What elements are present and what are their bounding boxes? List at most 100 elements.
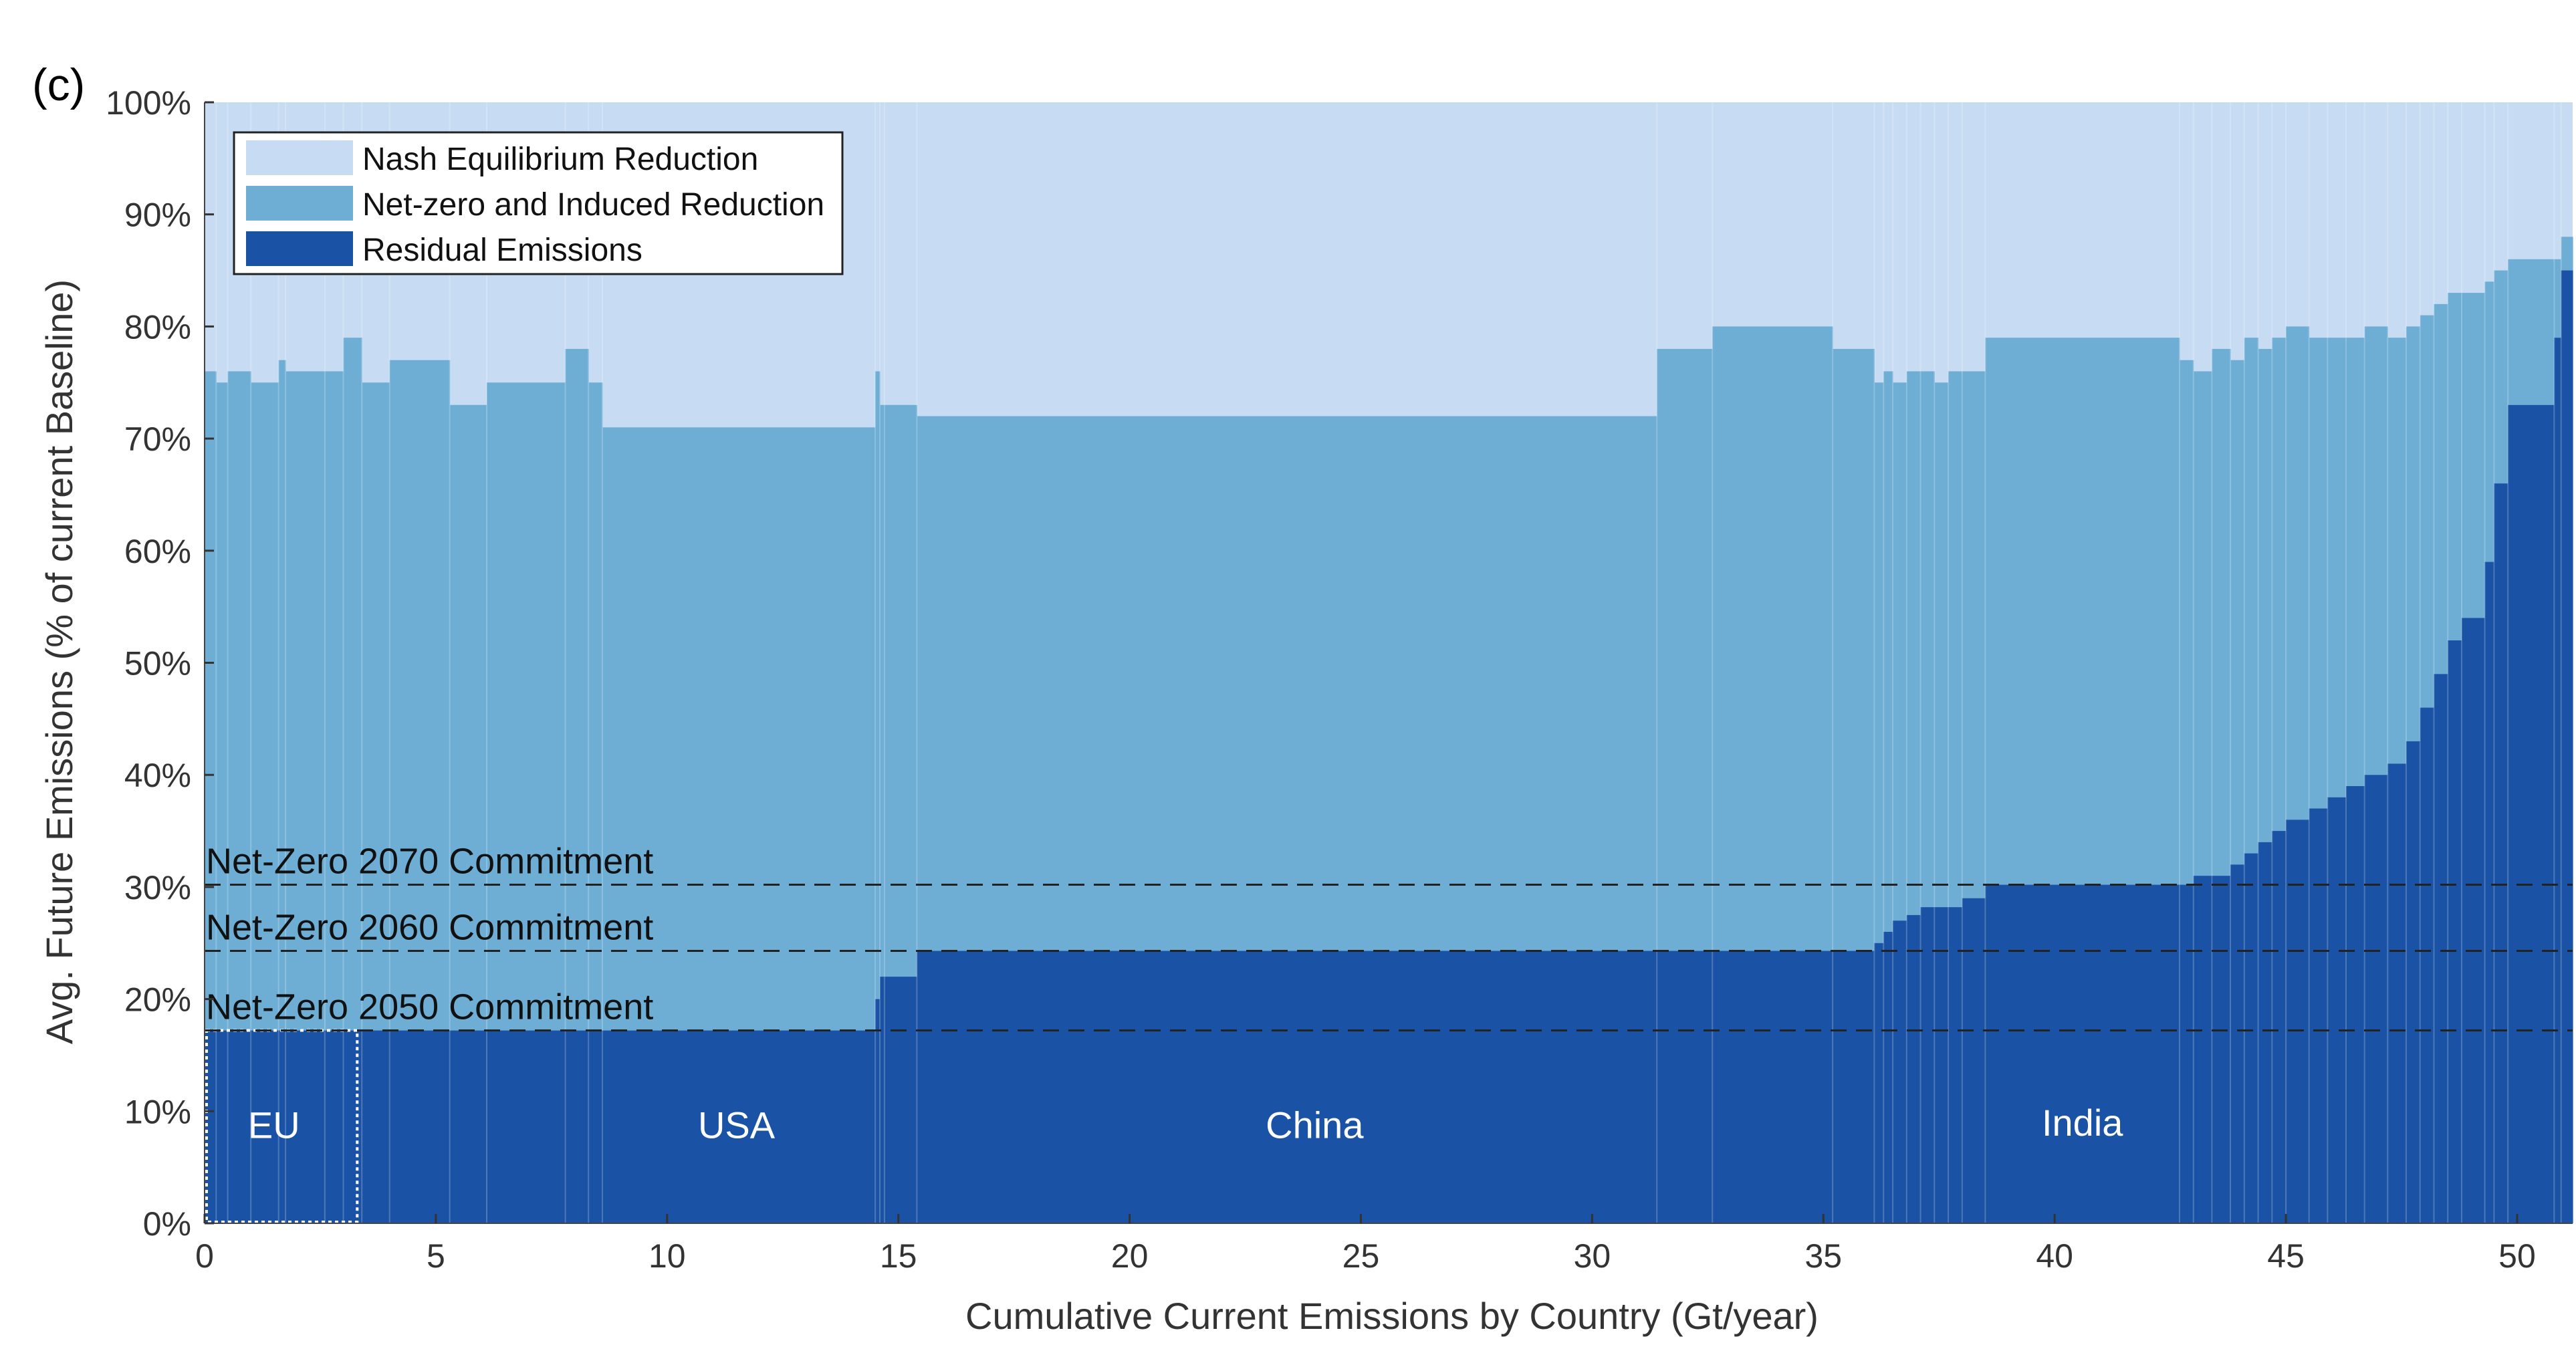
netzero-bar-16 (880, 404, 885, 977)
netzero-bar-42 (2364, 326, 2388, 775)
netzero-bar-22 (1874, 382, 1884, 943)
region-label-eu: EU (248, 1104, 300, 1146)
netzero-bar-7 (343, 338, 362, 1031)
netzero-bar-53 (2561, 237, 2573, 271)
netzero-bar-47 (2448, 293, 2462, 640)
residual-bar-34 (2230, 864, 2245, 1223)
y-tick-label-80: 80% (124, 308, 191, 346)
commitment-label-2: Net-Zero 2050 Commitment (206, 987, 653, 1027)
residual-bar-20 (1712, 951, 1833, 1223)
legend-swatch-residual (246, 231, 353, 266)
netzero-bar-46 (2434, 303, 2448, 674)
residual-bar-47 (2448, 640, 2462, 1223)
residual-bar-37 (2272, 831, 2287, 1223)
residual-bar-2 (227, 1030, 251, 1223)
residual-bar-53 (2561, 270, 2573, 1223)
netzero-bar-37 (2272, 338, 2287, 832)
y-tick-label-10: 10% (124, 1093, 191, 1130)
residual-bar-17 (884, 977, 917, 1223)
residual-bar-46 (2434, 674, 2448, 1223)
residual-bar-10 (449, 1030, 487, 1223)
x-tick-label-30: 30 (1574, 1237, 1611, 1275)
residual-bar-48 (2461, 618, 2486, 1223)
residual-bar-24 (1893, 920, 1907, 1223)
residual-bar-12 (565, 1030, 589, 1223)
netzero-bar-18 (917, 416, 1657, 951)
x-axis-label: Cumulative Current Emissions by Country … (965, 1295, 1819, 1337)
residual-bar-25 (1906, 914, 1921, 1223)
netzero-bar-28 (1948, 371, 1963, 908)
commitment-label-0: Net-Zero 2070 Commitment (206, 842, 653, 882)
netzero-bar-43 (2387, 338, 2407, 764)
residual-bar-9 (389, 1030, 451, 1223)
residual-bar-15 (875, 999, 881, 1223)
y-axis-label: Avg. Future Emissions (% of current Base… (38, 279, 80, 1044)
residual-bar-27 (1934, 907, 1949, 1223)
residual-bar-32 (2193, 876, 2212, 1223)
x-tick-label-0: 0 (195, 1237, 214, 1275)
netzero-bar-21 (1833, 348, 1875, 951)
netzero-bar-3 (251, 382, 279, 1031)
netzero-bar-41 (2346, 338, 2365, 786)
residual-bar-23 (1883, 931, 1893, 1223)
y-tick-label-70: 70% (124, 420, 191, 458)
residual-bar-18 (917, 951, 1657, 1223)
x-tick-label-10: 10 (649, 1237, 686, 1275)
panel-label: (c) (32, 59, 85, 110)
residual-bar-26 (1920, 907, 1935, 1223)
netzero-bar-9 (389, 360, 451, 1031)
residual-bar-30 (1985, 884, 2180, 1223)
netzero-bar-29 (1962, 371, 1986, 898)
netzero-bar-27 (1934, 382, 1949, 908)
netzero-bar-14 (602, 427, 876, 1031)
netzero-bar-8 (362, 382, 390, 1031)
x-tick-label-40: 40 (2036, 1237, 2073, 1275)
plot-area (205, 102, 2573, 1224)
residual-bar-35 (2244, 853, 2259, 1223)
axes: 0 5 10 15 20 25 30 35 40 45 50 0% 10% 20% 30% 40% 50% 60%… (106, 84, 2573, 1275)
netzero-bar-0 (205, 371, 217, 1031)
netzero-bar-34 (2230, 360, 2245, 865)
residual-bar-7 (343, 1030, 362, 1223)
region-label-usa: USA (698, 1104, 776, 1146)
residual-bar-41 (2346, 785, 2365, 1223)
y-tick-label-20: 20% (124, 981, 191, 1019)
netzero-bar-6 (324, 371, 344, 1031)
residual-bar-11 (486, 1030, 566, 1223)
x-tick-label-20: 20 (1111, 1237, 1149, 1275)
region-label-china: China (1266, 1104, 1364, 1146)
reference-lines: Net-Zero 2070 Commitment Net-Zero 2060 Co… (205, 842, 2573, 1032)
residual-bar-45 (2420, 707, 2435, 1223)
netzero-bar-50 (2494, 270, 2508, 484)
netzero-bar-51 (2508, 259, 2555, 405)
netzero-bar-11 (486, 382, 566, 1031)
netzero-bar-45 (2420, 315, 2435, 708)
residual-bar-4 (278, 1030, 286, 1223)
residual-bar-14 (602, 1030, 876, 1223)
netzero-bar-25 (1906, 371, 1921, 915)
legend: Nash Equilibrium Reduction Net-zero and … (233, 131, 844, 275)
y-tick-label-0: 0% (143, 1205, 191, 1243)
netzero-bar-26 (1920, 371, 1935, 908)
residual-bar-21 (1833, 951, 1875, 1223)
netzero-bar-49 (2484, 281, 2494, 562)
residual-bar-1 (216, 1030, 229, 1223)
y-tick-label-30: 30% (124, 869, 191, 906)
legend-swatch-nash (246, 140, 353, 175)
commitment-label-1: Net-Zero 2060 Commitment (206, 907, 653, 947)
x-tick-label-35: 35 (1804, 1237, 1842, 1275)
x-tick-label-50: 50 (2498, 1237, 2536, 1275)
x-tick-label-25: 25 (1342, 1237, 1380, 1275)
netzero-bar-31 (2179, 360, 2194, 885)
netzero-bar-30 (1985, 338, 2180, 885)
netzero-bar-20 (1712, 326, 1833, 951)
netzero-bar-35 (2244, 338, 2259, 854)
residual-bar-28 (1948, 907, 1963, 1223)
residual-bar-49 (2484, 562, 2494, 1223)
netzero-bar-40 (2327, 338, 2347, 797)
residual-bar-22 (1874, 943, 1884, 1223)
residual-bar-13 (588, 1030, 603, 1223)
residual-bar-31 (2179, 884, 2194, 1223)
residual-bar-40 (2327, 797, 2347, 1223)
